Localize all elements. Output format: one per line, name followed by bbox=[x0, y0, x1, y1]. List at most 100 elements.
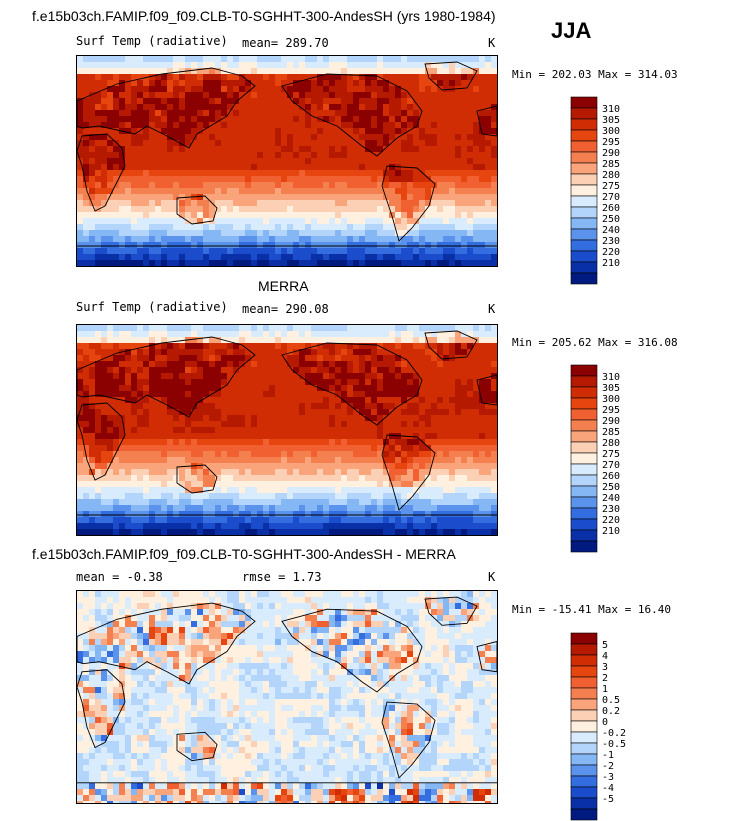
colorbar-swatch bbox=[571, 732, 597, 743]
colorbar-tick-label: 280 bbox=[602, 170, 620, 181]
panel3-map bbox=[76, 590, 498, 804]
panel3-title: f.e15b03ch.FAMIP.f09_f09.CLB-T0-SGHHT-30… bbox=[32, 546, 456, 562]
colorbar-tick-label: 310 bbox=[602, 104, 620, 115]
colorbar-tick-label: 250 bbox=[602, 482, 620, 493]
colorbar-swatch bbox=[571, 519, 597, 530]
colorbar-tick-label: -0.2 bbox=[602, 728, 626, 739]
colorbar-tick-label: 260 bbox=[602, 471, 620, 482]
colorbar-swatch bbox=[571, 453, 597, 464]
colorbar-swatch bbox=[571, 229, 597, 240]
colorbar-swatch bbox=[571, 666, 597, 677]
colorbar-swatch bbox=[571, 251, 597, 262]
colorbar-swatch bbox=[571, 765, 597, 776]
panel2-title: MERRA bbox=[258, 278, 309, 294]
colorbar-swatch bbox=[571, 633, 597, 644]
colorbar-tick-label: 305 bbox=[602, 383, 620, 394]
colorbar-tick-label: -2 bbox=[602, 761, 614, 772]
panel1-map bbox=[76, 55, 498, 267]
colorbar-tick-label: 220 bbox=[602, 515, 620, 526]
colorbar-tick-label: 250 bbox=[602, 214, 620, 225]
colorbar-tick-label: 290 bbox=[602, 416, 620, 427]
colorbar-swatch bbox=[571, 754, 597, 765]
colorbar-tick-label: 305 bbox=[602, 115, 620, 126]
colorbar-tick-label: 275 bbox=[602, 181, 620, 192]
colorbar-swatch bbox=[571, 699, 597, 710]
colorbar-tick-label: 0 bbox=[602, 717, 608, 728]
colorbar-tick-label: 300 bbox=[602, 394, 620, 405]
colorbar-tick-label: 2 bbox=[602, 673, 608, 684]
panel1-title: f.e15b03ch.FAMIP.f09_f09.CLB-T0-SGHHT-30… bbox=[32, 8, 496, 24]
colorbar-tick-label: 285 bbox=[602, 159, 620, 170]
colorbar-tick-label: 280 bbox=[602, 438, 620, 449]
colorbar-tick-label: 0.5 bbox=[602, 695, 620, 706]
colorbar-tick-label: 290 bbox=[602, 148, 620, 159]
colorbar-swatch bbox=[571, 787, 597, 798]
colorbar-tick-label: 285 bbox=[602, 427, 620, 438]
colorbar-swatch bbox=[571, 688, 597, 699]
panel2-map bbox=[76, 324, 498, 536]
colorbar-tick-label: 270 bbox=[602, 192, 620, 203]
panel2-mean: mean= 290.08 bbox=[242, 302, 329, 316]
colorbar-tick-label: -4 bbox=[602, 783, 614, 794]
colorbar-swatch bbox=[571, 464, 597, 475]
colorbar-swatch bbox=[571, 442, 597, 453]
colorbar-tick-label: 260 bbox=[602, 203, 620, 214]
colorbar-swatch bbox=[571, 262, 597, 273]
panel1-units: K bbox=[488, 36, 495, 50]
colorbar-tick-label: 210 bbox=[602, 526, 620, 537]
panel2-units: K bbox=[488, 302, 495, 316]
colorbar-swatch bbox=[571, 130, 597, 141]
season-label: JJA bbox=[551, 18, 591, 44]
colorbar-swatch bbox=[571, 809, 597, 820]
colorbar-swatch bbox=[571, 677, 597, 688]
colorbar-swatch bbox=[571, 119, 597, 130]
panel3-rmse: rmse = 1.73 bbox=[242, 570, 321, 584]
panel1-mean: mean= 289.70 bbox=[242, 36, 329, 50]
colorbar-swatch bbox=[571, 387, 597, 398]
colorbar-swatch bbox=[571, 207, 597, 218]
panel3-mean: mean = -0.38 bbox=[76, 570, 163, 584]
colorbar-swatch bbox=[571, 152, 597, 163]
colorbar-swatch bbox=[571, 398, 597, 409]
colorbar-tick-label: 240 bbox=[602, 225, 620, 236]
colorbar-tick-label: 210 bbox=[602, 258, 620, 269]
colorbar-tick-label: 310 bbox=[602, 372, 620, 383]
colorbar-tick-label: 295 bbox=[602, 405, 620, 416]
colorbar-swatch bbox=[571, 163, 597, 174]
colorbar-swatch bbox=[571, 508, 597, 519]
colorbar-swatch bbox=[571, 710, 597, 721]
colorbar-swatch bbox=[571, 376, 597, 387]
colorbar-swatch bbox=[571, 97, 597, 108]
colorbar-tick-label: 4 bbox=[602, 651, 608, 662]
panel3-minmax: Min = -15.41 Max = 16.40 bbox=[512, 603, 671, 616]
colorbar-swatch bbox=[571, 141, 597, 152]
colorbar-swatch bbox=[571, 240, 597, 251]
colorbar-swatch bbox=[571, 174, 597, 185]
colorbar-swatch bbox=[571, 743, 597, 754]
colorbar-swatch bbox=[571, 108, 597, 119]
colorbar-swatch bbox=[571, 541, 597, 552]
panel2-variable: Surf Temp (radiative) bbox=[76, 300, 228, 314]
panel1-variable: Surf Temp (radiative) bbox=[76, 34, 228, 48]
colorbar-tick-label: -3 bbox=[602, 772, 614, 783]
colorbar-swatch bbox=[571, 776, 597, 787]
colorbar-tick-label: -5 bbox=[602, 794, 614, 805]
colorbar-tick-label: 275 bbox=[602, 449, 620, 460]
colorbar-tick-label: 230 bbox=[602, 236, 620, 247]
colorbar-swatch bbox=[571, 420, 597, 431]
colorbar-swatch bbox=[571, 273, 597, 284]
colorbar-tick-label: 300 bbox=[602, 126, 620, 137]
colorbar-swatch bbox=[571, 409, 597, 420]
panel3-units: K bbox=[488, 570, 495, 584]
colorbar-tick-label: 220 bbox=[602, 247, 620, 258]
colorbar-tick-label: 240 bbox=[602, 493, 620, 504]
panel1-minmax: Min = 202.03 Max = 314.03 bbox=[512, 68, 678, 81]
colorbar-tick-label: 230 bbox=[602, 504, 620, 515]
colorbar-swatch bbox=[571, 655, 597, 666]
colorbar-swatch bbox=[571, 431, 597, 442]
colorbar-swatch bbox=[571, 365, 597, 376]
colorbar-tick-label: 5 bbox=[602, 640, 608, 651]
colorbar-swatch bbox=[571, 497, 597, 508]
